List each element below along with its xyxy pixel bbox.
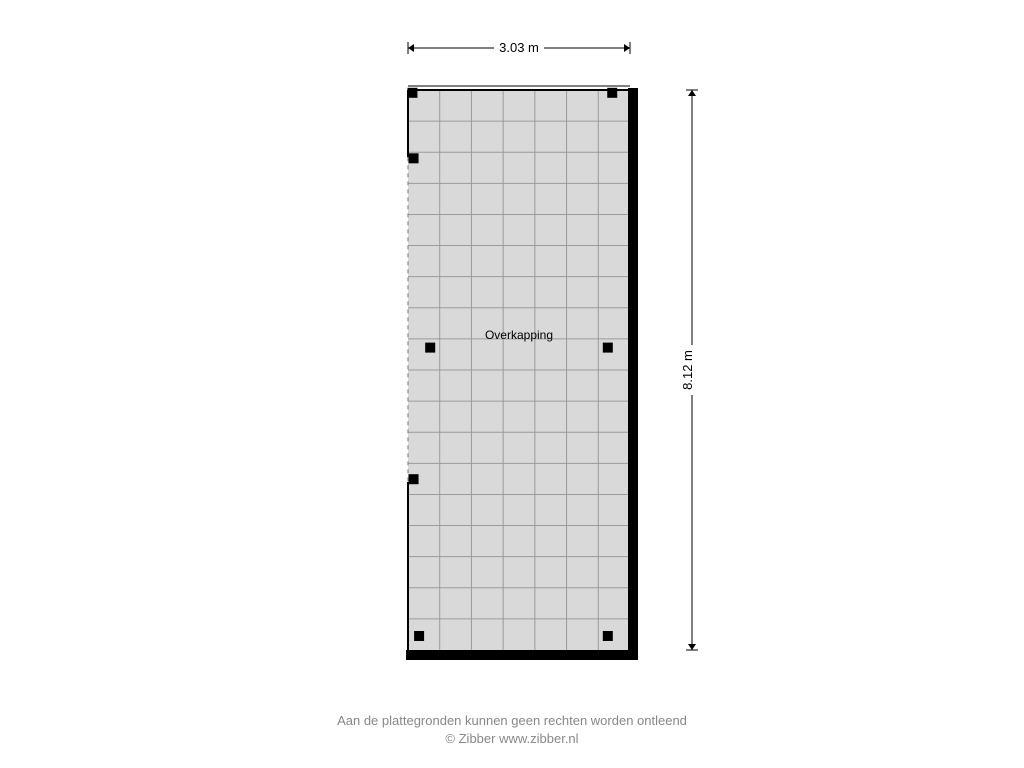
footer: Aan de plattegronden kunnen geen rechten… (0, 712, 1024, 748)
post (603, 631, 613, 641)
post (425, 343, 435, 353)
post (414, 631, 424, 641)
post (603, 343, 613, 353)
footer-copyright: © Zibber www.zibber.nl (0, 730, 1024, 748)
post (409, 153, 419, 163)
wall-right (628, 88, 638, 660)
post (607, 88, 617, 98)
dim-right-label: 8.12 m (680, 350, 695, 390)
floorplan-canvas: Overkapping 3.03 m 8.12 m (0, 0, 1024, 768)
post (409, 474, 419, 484)
room-label: Overkapping (485, 328, 553, 342)
dim-top-label: 3.03 m (499, 40, 539, 55)
footer-disclaimer: Aan de plattegronden kunnen geen rechten… (0, 712, 1024, 730)
post (407, 88, 417, 98)
wall-bottom (406, 650, 638, 660)
